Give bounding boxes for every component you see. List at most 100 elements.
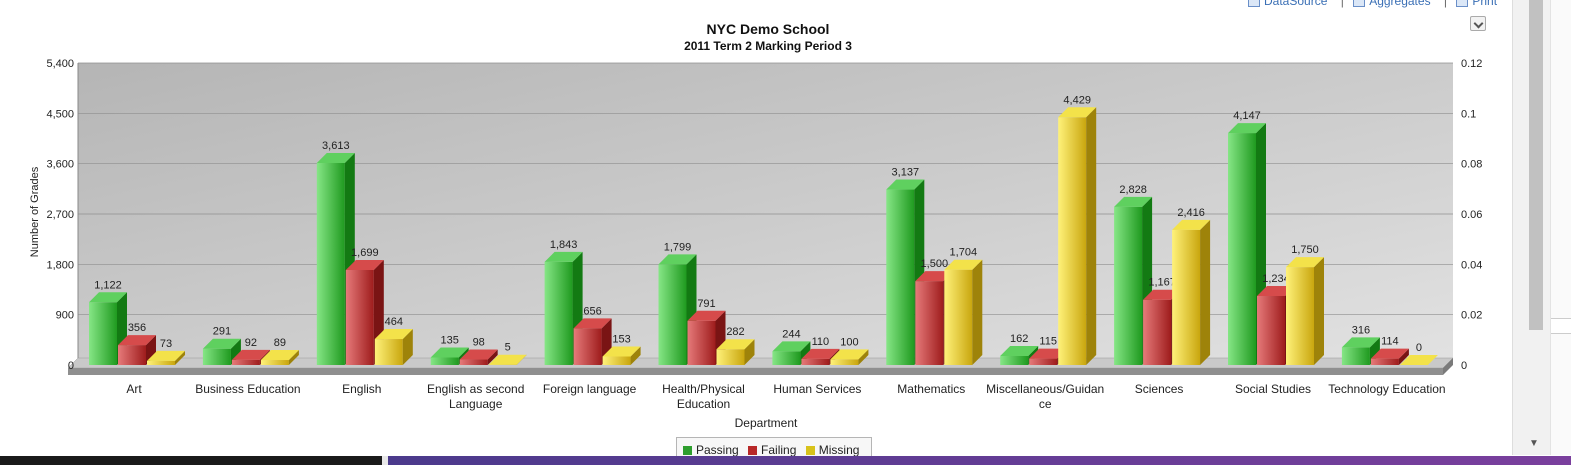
print-icon	[1456, 0, 1469, 7]
bar-series: 1,122 356 73 291 92 89 3,613 1,699 464 135 98 5 1,84…	[89, 94, 1438, 365]
bar-value-label: 356	[128, 322, 146, 334]
legend-label-missing: Missing	[818, 443, 860, 457]
y-axis-title: Number of Grades	[29, 166, 41, 257]
bar-missing[interactable]	[1172, 219, 1211, 365]
x-tick-label: Business Education	[195, 382, 300, 396]
scrollbar-thumb[interactable]	[1529, 0, 1543, 330]
bar-value-label: 1,167	[1148, 277, 1176, 289]
x-tick-label: Social Studies	[1235, 382, 1311, 396]
bar-passing[interactable]	[658, 254, 697, 365]
bar-failing[interactable]	[459, 349, 498, 365]
y2-tick-label: 0	[1461, 360, 1467, 372]
taskbar	[0, 456, 1571, 465]
y-tick-label: 5,400	[46, 58, 74, 70]
bar-missing[interactable]	[1286, 257, 1324, 365]
y-tick-label: 1,800	[46, 259, 74, 271]
bar-missing[interactable]	[602, 346, 641, 365]
x-tick-label: Health/Physical Education	[662, 382, 745, 411]
datasource-link[interactable]: DataSource	[1264, 0, 1328, 8]
bar-value-label: 244	[782, 328, 800, 340]
bar-passing[interactable]	[89, 292, 127, 365]
bar-value-label: 2,416	[1177, 207, 1205, 219]
bar-missing[interactable]	[260, 350, 299, 365]
y2-tick-label: 0.06	[1461, 209, 1482, 221]
bar-missing[interactable]	[830, 349, 869, 365]
x-axis-ticks: Art Business Education English English as s…	[126, 382, 1445, 411]
x-tick-label: Sciences	[1135, 382, 1184, 396]
bar-value-label: 1,843	[550, 239, 578, 251]
separator: |	[1340, 0, 1344, 8]
bar-value-label: 1,750	[1291, 244, 1319, 256]
bar-value-label: 1,234	[1262, 273, 1290, 285]
legend-swatch-missing	[805, 446, 815, 455]
x-axis-title: Department	[735, 416, 798, 430]
bar-value-label: 4,147	[1233, 110, 1261, 122]
bar-value-label: 114	[1381, 336, 1399, 348]
legend-item-failing[interactable]: Failing	[748, 443, 796, 457]
bar-value-label: 5	[505, 342, 511, 354]
bar-value-label: 1,799	[664, 241, 692, 253]
bar-missing[interactable]	[1058, 107, 1097, 365]
x-tick-label: English	[342, 382, 381, 396]
bar-failing[interactable]	[345, 259, 384, 365]
side-panel-strip	[1550, 0, 1571, 455]
scroll-down-arrow-icon[interactable]: ▼	[1529, 438, 1539, 449]
bar-value-label: 135	[441, 334, 459, 346]
x-tick-label: Art	[126, 382, 142, 396]
x-tick-label: English as second Language	[427, 382, 524, 411]
report-toolbar: DataSource | Aggregates | Print	[1248, 0, 1501, 8]
bar-value-label: 0	[1416, 342, 1422, 354]
bar-value-label: 115	[1039, 336, 1057, 348]
bar-missing[interactable]	[147, 350, 185, 365]
bar-missing[interactable]	[488, 354, 527, 365]
bar-value-label: 2,828	[1119, 184, 1147, 196]
print-link[interactable]: Print	[1472, 0, 1498, 8]
x-tick-label: Foreign language	[543, 382, 637, 396]
y2-tick-label: 0.12	[1461, 58, 1482, 70]
bar-failing[interactable]	[1370, 348, 1409, 365]
legend-item-missing[interactable]: Missing	[805, 443, 860, 457]
chart-floor-side	[1443, 358, 1453, 375]
bar-value-label: 1,704	[950, 247, 978, 259]
bar-failing[interactable]	[118, 335, 156, 365]
bar-value-label: 656	[583, 305, 601, 317]
taskbar-window[interactable]	[388, 456, 1571, 465]
chart-floor-edge	[68, 368, 1443, 375]
download-icon[interactable]	[1470, 16, 1486, 31]
legend-label-failing: Failing	[761, 443, 797, 457]
legend-label-passing: Passing	[696, 443, 739, 457]
bar-value-label: 162	[1010, 333, 1028, 345]
y2-tick-label: 0.02	[1461, 310, 1482, 322]
bar-missing[interactable]	[944, 259, 983, 365]
bar-value-label: 73	[160, 338, 172, 350]
bar-value-label: 1,500	[921, 258, 949, 270]
taskbar-gap	[382, 456, 388, 465]
aggregates-link[interactable]: Aggregates	[1369, 0, 1431, 8]
legend-swatch-failing	[748, 446, 758, 455]
x-tick-label: Technology Education	[1328, 382, 1445, 396]
y-tick-label: 3,600	[46, 159, 74, 171]
aggregates-icon	[1353, 0, 1366, 7]
bar-passing[interactable]	[1114, 196, 1153, 365]
gridlines	[78, 62, 1453, 316]
bar-value-label: 89	[274, 337, 286, 349]
bar-value-label: 98	[473, 337, 485, 349]
bar-value-label: 110	[812, 336, 830, 348]
bar-chart: NYC Demo School 2011 Term 2 Marking Peri…	[29, 21, 1482, 430]
y-axis-ticks: 0 900 1,800 2,700 3,600 4,500 5,400	[46, 58, 74, 372]
bar-value-label: 464	[385, 316, 403, 328]
bar-missing[interactable]	[1399, 355, 1438, 365]
bar-value-label: 1,699	[351, 247, 379, 259]
side-panel-tab[interactable]	[1551, 318, 1571, 334]
y-tick-label: 2,700	[46, 209, 74, 221]
bar-missing[interactable]	[374, 329, 413, 365]
y2-tick-label: 0.1	[1461, 108, 1476, 120]
y2-tick-label: 0.04	[1461, 259, 1482, 271]
bar-missing[interactable]	[716, 339, 755, 365]
bar-value-label: 100	[840, 336, 858, 348]
bar-value-label: 92	[245, 337, 257, 349]
legend-item-passing[interactable]: Passing	[683, 443, 739, 457]
bar-value-label: 291	[213, 326, 231, 338]
x-tick-label: Miscellaneous/Guidan ce	[986, 382, 1104, 411]
datasource-icon	[1248, 0, 1260, 7]
